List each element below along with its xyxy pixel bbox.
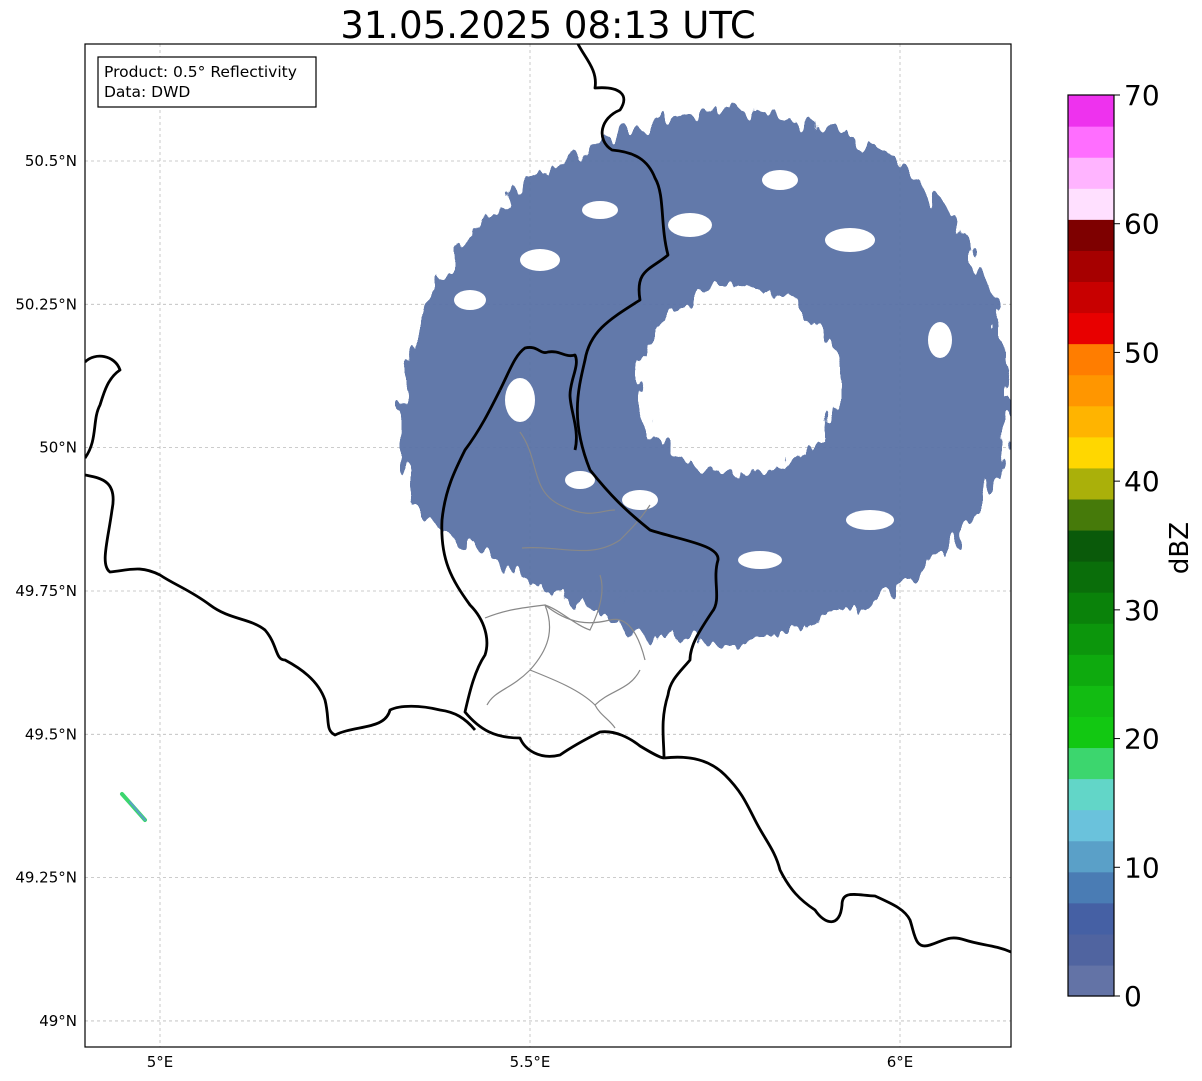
- map-title: 31.05.2025 08:13 UTC: [340, 4, 756, 47]
- info-source: Data: DWD: [104, 83, 190, 101]
- radar-echo-south: [620, 596, 692, 639]
- colorbar-segment: [1068, 871, 1114, 904]
- country-borders: [85, 44, 1011, 954]
- colorbar-label: dBZ: [1165, 522, 1195, 574]
- lat-tick-label: 50.25°N: [15, 295, 77, 313]
- longitude-labels: 5°E5.5°E6°E6.5°E7°E: [147, 1053, 914, 1071]
- lon-tick-label: 5.5°E: [510, 1053, 551, 1071]
- colorbar-ticks: 0 10 20 30 40 50 60 70: [1114, 79, 1160, 1013]
- lat-tick-label: 49.25°N: [15, 869, 77, 887]
- colorbar-segment: [1068, 436, 1114, 469]
- colorbar-segment: [1068, 188, 1114, 220]
- colorbar-segment: [1068, 964, 1114, 997]
- colorbar-tick-label: 20: [1124, 723, 1160, 756]
- colorbar-segment: [1068, 250, 1114, 283]
- echo-gaps: [454, 170, 952, 569]
- colorbar-segment: [1068, 654, 1114, 686]
- info-product: Product: 0.5° Reflectivity: [104, 63, 297, 81]
- colorbar-segment: [1068, 405, 1114, 438]
- lat-tick-label: 50°N: [39, 439, 77, 457]
- latitude-labels: 50.5°N 50.25°N 50°N 49.75°N 49.5°N 49.25°N 49°…: [15, 152, 77, 1030]
- colorbar-segment: [1068, 467, 1114, 500]
- colorbar-segment: [1068, 95, 1114, 127]
- colorbar-segment: [1068, 592, 1114, 624]
- colorbar-segment: [1068, 747, 1114, 780]
- colorbar-segment: [1068, 623, 1114, 655]
- colorbar-segment: [1068, 716, 1114, 749]
- info-box: Product: 0.5° Reflectivity Data: DWD: [97, 56, 317, 108]
- lat-tick-label: 50.5°N: [25, 152, 77, 170]
- colorbar-frame: [1067, 94, 1115, 997]
- colorbar-segment: [1068, 778, 1114, 811]
- colorbar-segment: [1068, 126, 1114, 158]
- colorbar-segment: [1068, 561, 1114, 593]
- colorbar: [1067, 94, 1115, 997]
- colorbar-segment: [1068, 157, 1114, 189]
- colorbar-segment: [1068, 281, 1114, 314]
- radar-echo-layer: [120, 110, 1011, 822]
- colorbar-tick-label: 70: [1124, 79, 1160, 112]
- colorbar-segment: [1068, 498, 1114, 531]
- map-frame: [84, 43, 1012, 1048]
- colorbar-tick-label: 40: [1124, 465, 1160, 498]
- colorbar-tick-label: 60: [1124, 208, 1160, 241]
- colorbar-segment: [1068, 343, 1114, 376]
- colorbar-segment: [1068, 809, 1114, 842]
- borders-layer: [85, 44, 1011, 954]
- colorbar-segment: [1068, 685, 1114, 717]
- lat-tick-label: 49.5°N: [25, 725, 77, 743]
- radar-echo-ring: [402, 110, 1011, 643]
- canton-boundaries: [484, 431, 651, 729]
- colorbar-segment: [1068, 840, 1114, 873]
- colorbar-segment: [1068, 902, 1114, 935]
- lat-tick-label: 49°N: [39, 1012, 77, 1030]
- lon-tick-label: 5°E: [147, 1053, 174, 1071]
- lat-tick-label: 49.75°N: [15, 582, 77, 600]
- colorbar-segment: [1068, 219, 1114, 251]
- colorbar-segment: [1068, 374, 1114, 407]
- colorbar-segment: [1068, 312, 1114, 345]
- colorbar-tick-label: 30: [1124, 594, 1160, 627]
- colorbar-tick-label: 10: [1124, 851, 1160, 884]
- colorbar-tick-label: 0: [1124, 980, 1142, 1013]
- colorbar-segment: [1068, 529, 1114, 562]
- colorbar-tick-label: 50: [1124, 336, 1160, 369]
- lon-tick-label: 6°E: [887, 1053, 914, 1071]
- colorbar-segment: [1068, 933, 1114, 966]
